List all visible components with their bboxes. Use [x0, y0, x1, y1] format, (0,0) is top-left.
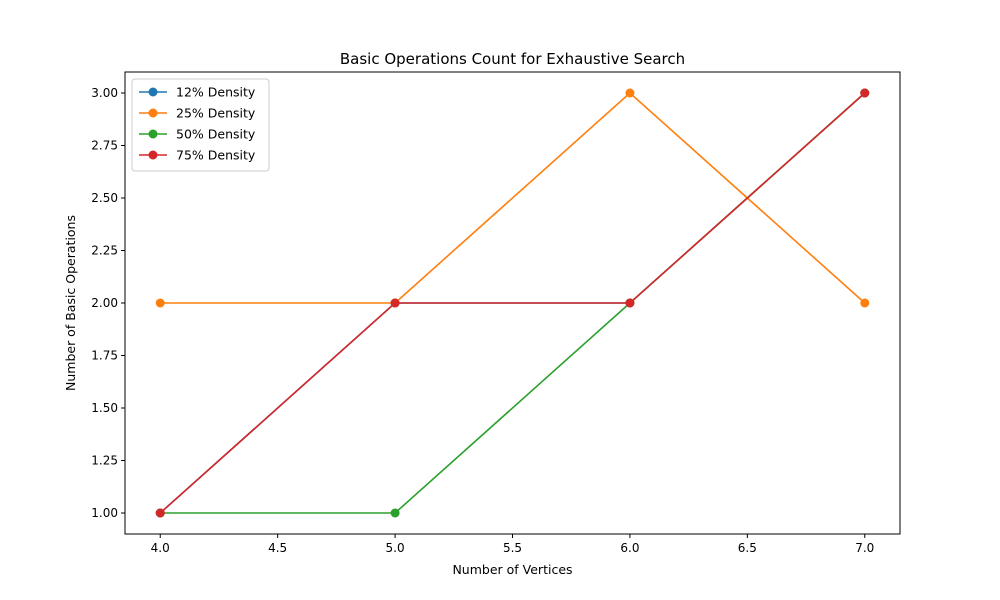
legend-label: 25% Density — [176, 106, 256, 121]
plot-lines — [155, 88, 870, 518]
chart-title: Basic Operations Count for Exhaustive Se… — [340, 50, 685, 68]
x-axis-label: Number of Vertices — [452, 562, 572, 577]
data-point — [625, 298, 635, 308]
series-line — [159, 92, 866, 514]
y-tick-label: 1.50 — [91, 401, 118, 415]
plot-frame — [124, 71, 901, 535]
data-point — [155, 298, 165, 308]
data-point — [860, 298, 870, 308]
y-axis-ticks: 1.00 1.25 1.50 1.75 2.00 2.25 2.50 2.75 3.00 — [91, 86, 125, 520]
data-point — [390, 508, 400, 518]
y-tick-label: 3.00 — [91, 86, 118, 100]
data-point — [625, 88, 635, 98]
x-tick-label: 6.5 — [738, 541, 757, 555]
legend-label: 12% Density — [176, 85, 256, 100]
y-tick-label: 2.25 — [91, 244, 118, 258]
x-axis-ticks: 4.0 4.5 5.0 5.5 6.0 6.5 7.0 — [151, 534, 874, 555]
legend-box — [131, 78, 270, 172]
x-tick-label: 5.0 — [386, 541, 405, 555]
x-tick-label: 4.0 — [151, 541, 170, 555]
legend-label: 75% Density — [176, 148, 256, 163]
y-tick-label: 2.75 — [91, 139, 118, 153]
legend-label: 50% Density — [176, 127, 256, 142]
y-tick-label: 2.00 — [91, 296, 118, 310]
y-axis-label: Number of Basic Operations — [63, 215, 78, 391]
legend-item: 25% Density — [139, 106, 256, 121]
y-tick-label: 2.50 — [91, 191, 118, 205]
x-tick-label: 4.5 — [268, 541, 287, 555]
data-point — [390, 298, 400, 308]
data-point — [860, 88, 870, 98]
x-tick-label: 6.0 — [620, 541, 639, 555]
legend-item: 50% Density — [139, 127, 256, 142]
legend: 12% Density 25% Density 50% Density 75% Den… — [131, 78, 270, 172]
legend-marker — [148, 87, 158, 97]
x-tick-label: 5.5 — [503, 541, 522, 555]
y-tick-label: 1.25 — [91, 454, 118, 468]
y-tick-label: 1.75 — [91, 349, 118, 363]
data-point — [155, 508, 165, 518]
series-4 — [155, 88, 870, 518]
legend-marker — [148, 108, 158, 118]
x-tick-label: 7.0 — [855, 541, 874, 555]
legend-item: 12% Density — [139, 85, 256, 100]
legend-marker — [148, 129, 158, 139]
y-tick-label: 1.00 — [91, 506, 118, 520]
legend-item: 75% Density — [139, 148, 256, 163]
legend-marker — [148, 150, 158, 160]
